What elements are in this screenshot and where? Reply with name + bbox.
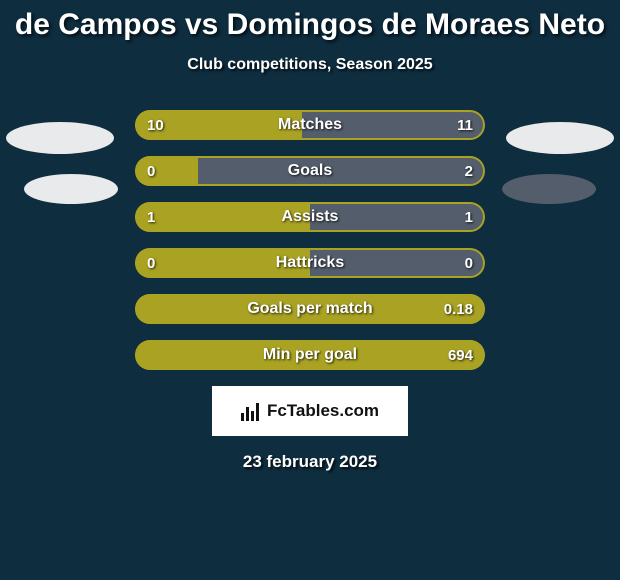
stat-row: 694Min per goal (135, 340, 485, 370)
stat-right-value: 0 (465, 248, 473, 278)
stat-left-fill (135, 340, 485, 370)
content-root: de Campos vs Domingos de Moraes Neto Clu… (0, 0, 620, 580)
brand-badge: FcTables.com (212, 386, 408, 436)
stat-left-value: 1 (147, 202, 155, 232)
stat-row: 1011Matches (135, 110, 485, 140)
page-title: de Campos vs Domingos de Moraes Neto (0, 0, 620, 42)
decor-bubble (506, 122, 614, 154)
stat-left-fill (135, 202, 310, 232)
stat-row: 11Assists (135, 202, 485, 232)
stat-left-fill (135, 156, 198, 186)
decor-bubble (6, 122, 114, 154)
stat-bars: 1011Matches02Goals11Assists00Hattricks0.… (135, 110, 485, 370)
page-subtitle: Club competitions, Season 2025 (0, 56, 620, 74)
stat-left-fill (135, 248, 310, 278)
brand-text: FcTables.com (267, 401, 379, 421)
stat-right-value: 0.18 (444, 294, 473, 324)
decor-bubble (24, 174, 118, 204)
stat-row: 00Hattricks (135, 248, 485, 278)
stat-right-fill (310, 202, 485, 232)
stat-left-value: 0 (147, 156, 155, 186)
stat-row: 02Goals (135, 156, 485, 186)
footer-date: 23 february 2025 (0, 452, 620, 472)
decor-bubble (502, 174, 596, 204)
stat-row: 0.18Goals per match (135, 294, 485, 324)
stat-left-value: 0 (147, 248, 155, 278)
stat-left-value: 10 (147, 110, 164, 140)
stat-right-value: 1 (465, 202, 473, 232)
stat-right-value: 11 (457, 110, 473, 140)
stat-left-fill (135, 294, 485, 324)
stat-right-value: 694 (448, 340, 473, 370)
stat-right-fill (310, 248, 485, 278)
bar-chart-icon (241, 401, 261, 421)
stat-right-fill (198, 156, 485, 186)
stat-right-value: 2 (465, 156, 473, 186)
